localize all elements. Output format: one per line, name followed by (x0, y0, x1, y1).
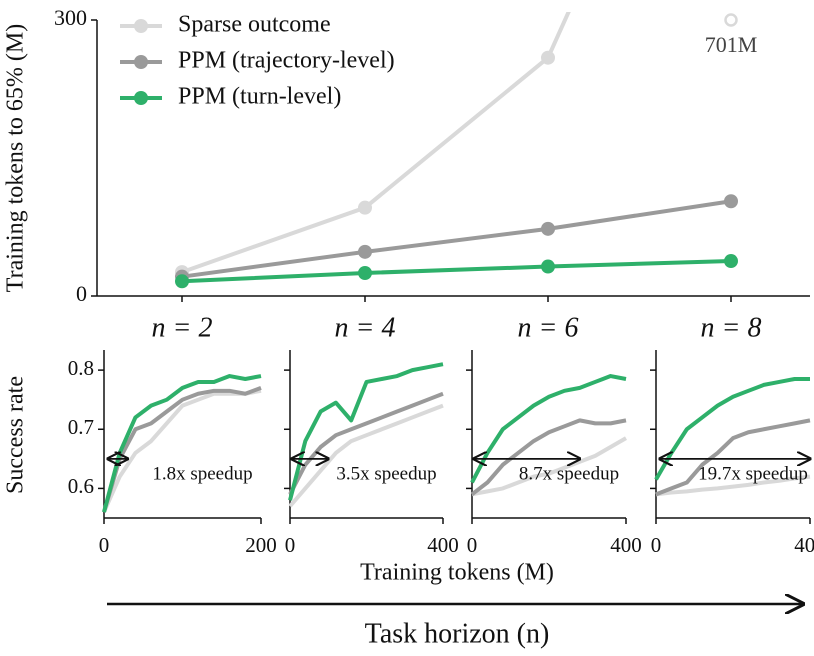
panel-title: n = 6 (518, 312, 579, 343)
line-series (102, 374, 262, 513)
off-scale-point (724, 13, 738, 27)
x-tick-label: 0 (285, 533, 296, 557)
line-series (102, 388, 262, 513)
x-tick-label: 0 (99, 533, 110, 557)
y-tick-label: 0.7 (68, 415, 94, 439)
line-series (470, 418, 627, 496)
x-tick-label: 400 (794, 533, 814, 557)
y-tick-label: 0.8 (68, 356, 94, 380)
data-point (541, 259, 555, 274)
line-series (654, 376, 810, 481)
line-series (181, 12, 571, 274)
line-series (655, 474, 811, 497)
speedup-label: 1.8x speedup (152, 463, 252, 484)
line-series (471, 436, 627, 497)
x-tick-label: 0 (651, 533, 662, 557)
x-tick-label: 400 (610, 533, 642, 557)
value-label: 701M (705, 32, 758, 57)
speedup-label: 19.7x speedup (698, 463, 808, 484)
data-point (541, 50, 555, 65)
line-series (102, 385, 262, 513)
speedup-label: 8.7x speedup (519, 463, 619, 484)
legend-label: Sparse outcome (178, 12, 331, 38)
legend-marker (134, 91, 148, 105)
data-point (175, 274, 189, 289)
legend-label: PPM (trajectory-level) (178, 48, 395, 74)
data-point (358, 244, 372, 259)
x-axis-label: Training tokens (M) (360, 560, 554, 586)
legend-label: PPM (turn-level) (178, 84, 341, 110)
x-tick-label: 400 (427, 533, 459, 557)
line-series (288, 362, 444, 501)
plot-area (175, 12, 738, 289)
x-tick-label: 0 (467, 533, 478, 557)
legend-marker (134, 19, 148, 33)
panel-title: n = 2 (152, 312, 213, 343)
panel-title: n = 8 (701, 312, 762, 343)
line-series (470, 374, 627, 484)
legend-marker (134, 55, 148, 69)
line-series (181, 259, 732, 284)
x-tick-label: 200 (245, 533, 277, 557)
line-series (181, 199, 732, 279)
y-tick-label: 0 (76, 281, 87, 306)
data-point (724, 194, 738, 209)
y-tick-label: 300 (54, 5, 87, 30)
y-axis-label: Training tokens to 65% (M) (3, 24, 29, 292)
y-axis-label: Success rate (3, 376, 29, 494)
footer-label: Task horizon (n) (365, 618, 550, 649)
data-point (541, 221, 555, 236)
line-series (288, 403, 444, 508)
data-point (358, 200, 372, 215)
y-tick-label: 0.6 (68, 474, 94, 498)
speedup-label: 3.5x speedup (336, 463, 436, 484)
line-series (655, 418, 811, 497)
panel-title: n = 4 (335, 312, 396, 343)
data-point (358, 266, 372, 280)
data-point (724, 254, 738, 269)
